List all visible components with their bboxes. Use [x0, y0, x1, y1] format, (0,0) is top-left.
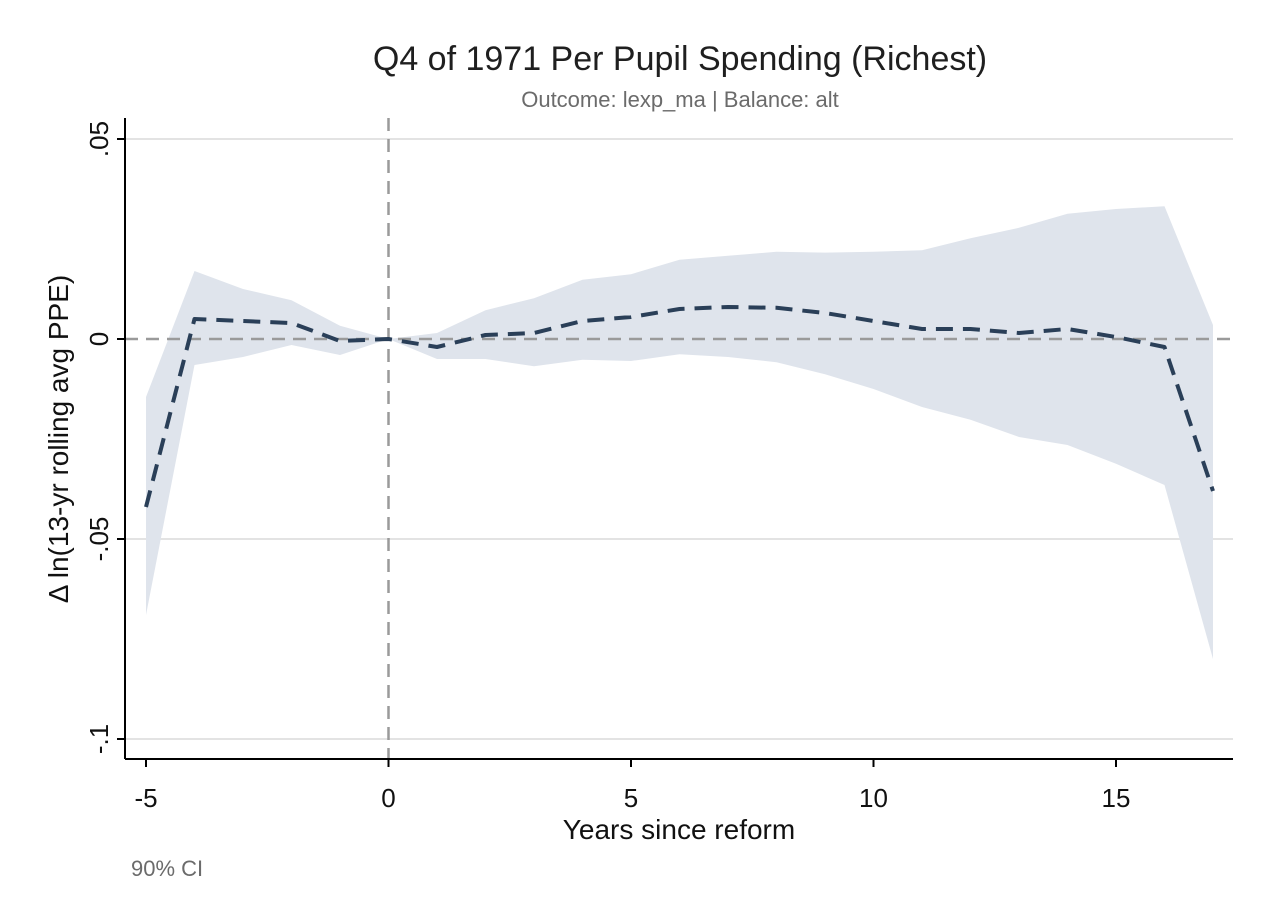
y-tick-label-1: 0 [84, 332, 114, 346]
x-tick-label-2: 5 [624, 783, 638, 813]
x-tick-label-4: 15 [1102, 783, 1131, 813]
ci-band [146, 206, 1213, 659]
x-axis-title: Years since reform [563, 814, 795, 845]
x-tick-label-1: 0 [381, 783, 395, 813]
chart-subtitle: Outcome: lexp_ma | Balance: alt [521, 87, 839, 112]
gridlines [125, 138, 1233, 740]
axes [117, 118, 1233, 767]
ci-note: 90% CI [131, 856, 203, 881]
y-axis-title: Δ ln(13-yr rolling avg PPE) [43, 275, 74, 603]
x-tick-label-3: 10 [859, 783, 888, 813]
y-tick-label-3: -.1 [84, 724, 114, 754]
series-line [144, 305, 1215, 508]
chart-title: Q4 of 1971 Per Pupil Spending (Richest) [373, 40, 987, 78]
y-tick-labels: .05 0 -.05 -.1 [84, 121, 114, 754]
reference-lines [125, 118, 1233, 759]
y-tick-label-0: .05 [84, 121, 114, 157]
y-tick-label-2: -.05 [84, 517, 114, 562]
x-tick-labels: -5 0 5 10 15 [134, 783, 1130, 813]
x-tick-label-0: -5 [134, 783, 157, 813]
